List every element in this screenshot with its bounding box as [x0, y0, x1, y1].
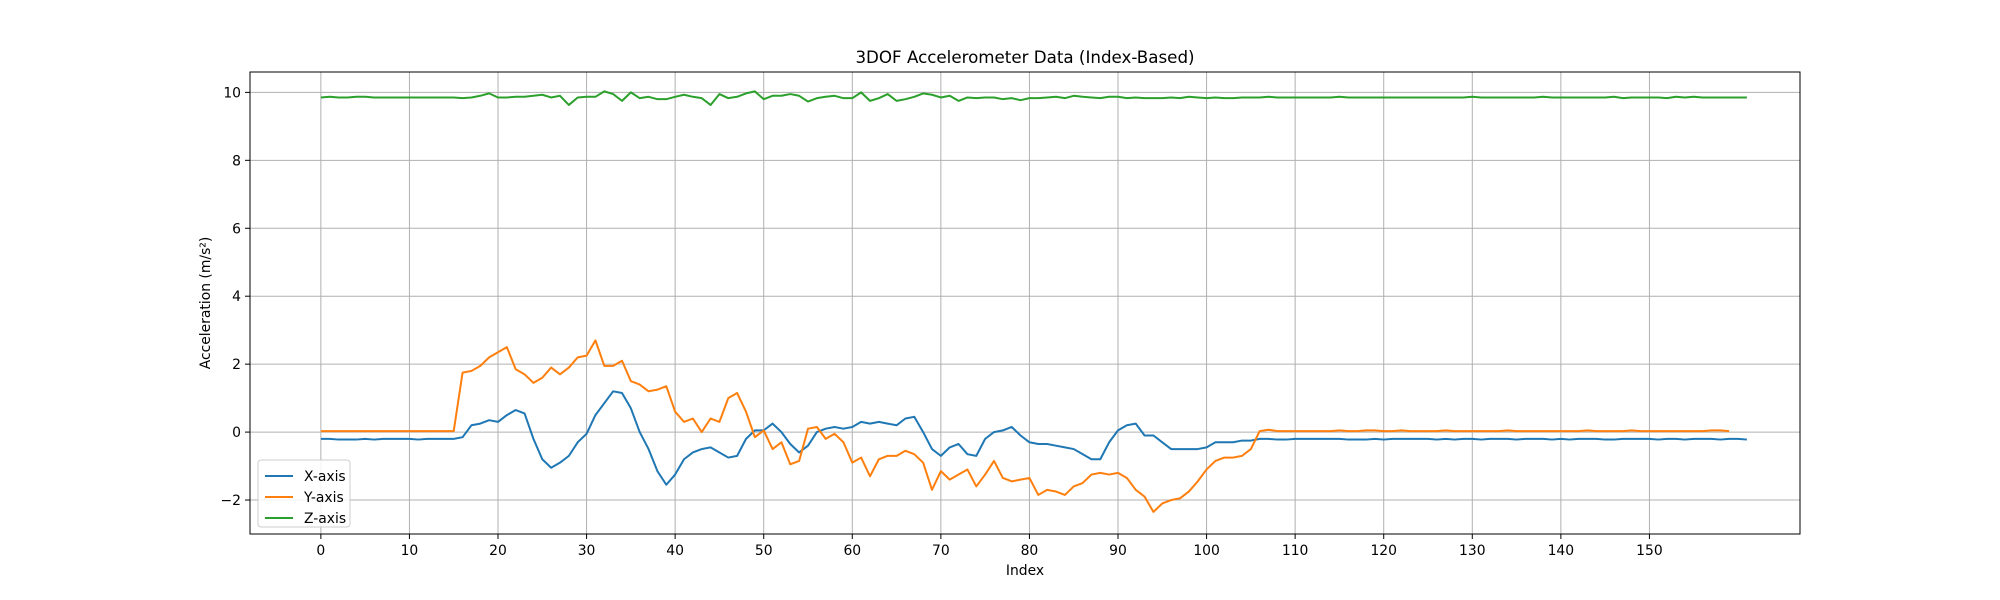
x-tick-label: 120	[1370, 543, 1397, 559]
series-line-y-axis	[320, 339, 1730, 513]
x-tick-label: 130	[1459, 543, 1486, 559]
plot-frame	[249, 71, 1801, 535]
x-tick-label: 40	[666, 543, 684, 559]
y-axis-label: Acceleration (m/s²)	[198, 237, 214, 370]
series-line-x-axis	[320, 390, 1747, 486]
x-tick-label: 90	[1109, 543, 1127, 559]
x-tick-label: 100	[1193, 543, 1220, 559]
legend-label: X-axis	[304, 469, 346, 485]
series-line-z-axis	[320, 90, 1747, 106]
legend-label: Z-axis	[304, 511, 346, 527]
x-axis-label: Index	[1006, 563, 1044, 579]
x-tick-label: 140	[1548, 543, 1575, 559]
y-tick-label: 4	[232, 289, 241, 305]
y-tick-label: 2	[232, 357, 241, 373]
y-tick-label: 10	[223, 85, 241, 101]
y-tick-label: 6	[232, 221, 241, 237]
x-tick-label: 10	[401, 543, 419, 559]
y-axis-ticks: −2 0 2 4 6 8 10	[221, 85, 250, 509]
y-tick-label: 0	[232, 425, 241, 441]
y-tick-label: 8	[232, 153, 241, 169]
x-tick-label: 150	[1636, 543, 1663, 559]
x-tick-label: 20	[489, 543, 507, 559]
x-axis-ticks: 0 10 20 30 40 50 60 70 80 90 100 110 120 130 140 150	[316, 534, 1663, 559]
legend-label: Y-axis	[303, 490, 344, 506]
x-tick-label: 0	[316, 543, 325, 559]
chart-title: 3DOF Accelerometer Data (Index-Based)	[855, 47, 1194, 67]
legend: X-axis Y-axis Z-axis	[257, 459, 351, 528]
x-tick-label: 70	[932, 543, 950, 559]
x-tick-label: 110	[1282, 543, 1309, 559]
x-tick-label: 60	[843, 543, 861, 559]
x-tick-label: 30	[578, 543, 596, 559]
y-tick-label: −2	[221, 493, 241, 509]
series-lines	[320, 90, 1747, 513]
grid-lines	[250, 72, 1800, 534]
x-tick-label: 80	[1021, 543, 1039, 559]
x-tick-label: 50	[755, 543, 773, 559]
